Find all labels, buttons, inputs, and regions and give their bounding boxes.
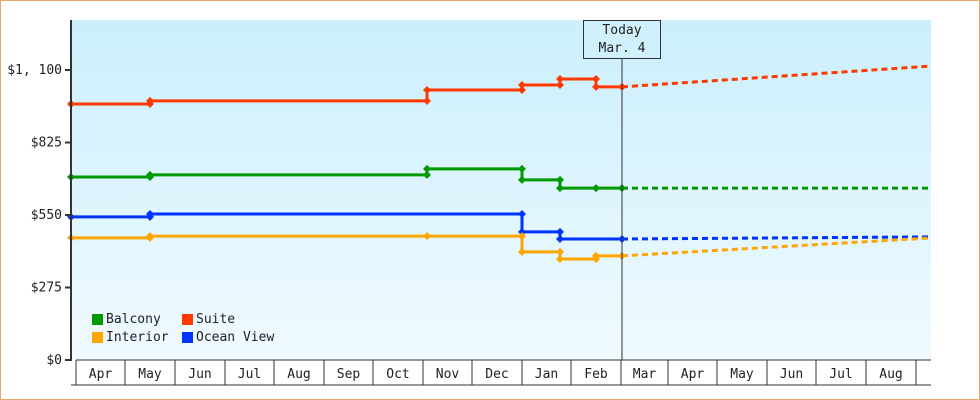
series-suite [67, 64, 932, 109]
y-tick-label: $0 [46, 353, 62, 368]
x-tick-label: Dec [485, 367, 508, 382]
today-date: Mar. 4 [598, 41, 646, 56]
x-tick-label: Jun [780, 367, 803, 382]
data-point-marker[interactable] [556, 247, 564, 256]
y-tick-label: $275 [31, 281, 62, 296]
x-tick-label: Oct [386, 367, 409, 382]
x-tick-label: Feb [584, 367, 608, 382]
y-tick-label: $550 [31, 208, 62, 223]
data-point-marker[interactable] [556, 227, 564, 236]
series-ocean-view [67, 209, 932, 243]
x-tick-label: Sep [337, 367, 361, 382]
suite-swatch-icon [182, 314, 193, 325]
x-tick-label: Jun [188, 367, 211, 382]
y-axis-ticks: $0 $275 $550 $825 $1, 100 [7, 63, 71, 368]
interior-swatch-icon [92, 332, 103, 343]
data-point-marker[interactable] [556, 184, 564, 193]
x-tick-label: Jul [238, 367, 261, 382]
plot-area [71, 20, 931, 360]
series-interior [67, 232, 932, 264]
data-point-marker[interactable] [556, 74, 564, 83]
x-tick-label: May [138, 367, 162, 382]
data-point-marker[interactable] [423, 232, 431, 241]
legend-item-balcony[interactable]: Balcony [92, 312, 182, 327]
legend-label: Suite [196, 312, 236, 327]
legend-item-ocean-view[interactable]: Ocean View [182, 330, 292, 345]
data-point-marker[interactable] [423, 86, 431, 95]
data-point-marker[interactable] [146, 232, 154, 241]
data-point-marker[interactable] [592, 251, 600, 260]
x-tick-label: May [730, 367, 754, 382]
x-tick-label: Jan [535, 367, 558, 382]
x-tick-label: Nov [436, 367, 460, 382]
y-tick-label: $825 [31, 136, 62, 151]
data-point-marker[interactable] [518, 232, 526, 241]
balcony-swatch-icon [92, 314, 103, 325]
data-point-marker[interactable] [518, 164, 526, 173]
data-point-marker[interactable] [146, 96, 154, 105]
data-point-marker[interactable] [556, 255, 564, 264]
legend-label: Interior [106, 330, 169, 345]
x-tick-label: Jul [829, 367, 852, 382]
legend-item-interior[interactable]: Interior [92, 330, 182, 345]
legend-label: Ocean View [196, 330, 275, 345]
series-layer [67, 64, 932, 264]
data-point-marker[interactable] [518, 227, 526, 236]
data-point-marker[interactable] [146, 170, 154, 179]
data-point-marker[interactable] [423, 96, 431, 105]
today-marker: Today Mar. 4 [583, 20, 661, 59]
legend-label: Balcony [106, 312, 161, 327]
data-point-marker[interactable] [423, 170, 431, 179]
x-tick-label: Mar [633, 367, 657, 382]
x-tick-label: Apr [89, 367, 113, 382]
data-point-marker[interactable] [556, 234, 564, 243]
data-point-marker[interactable] [592, 74, 600, 83]
series-balcony [67, 164, 931, 193]
legend: Balcony Suite Interior Ocean View [92, 312, 292, 345]
data-point-marker[interactable] [423, 164, 431, 173]
data-point-marker[interactable] [592, 184, 600, 193]
data-point-marker[interactable] [518, 209, 526, 218]
data-point-marker[interactable] [556, 175, 564, 184]
ocean-view-swatch-icon [182, 332, 193, 343]
data-point-marker[interactable] [592, 82, 600, 91]
x-tick-label: Apr [681, 367, 705, 382]
today-label: Today [602, 23, 642, 38]
data-point-marker[interactable] [518, 247, 526, 256]
data-point-marker[interactable] [556, 81, 564, 90]
data-point-marker[interactable] [518, 175, 526, 184]
data-point-marker[interactable] [518, 81, 526, 90]
x-tick-label: Aug [879, 367, 902, 382]
legend-item-suite[interactable]: Suite [182, 312, 292, 327]
y-tick-label: $1, 100 [7, 63, 62, 78]
x-axis-ticks: Apr May Jun Jul Aug Sep Oct Nov Dec Jan Feb Mar Apr M… [71, 359, 931, 386]
data-point-marker[interactable] [146, 209, 154, 218]
x-tick-label: Aug [287, 367, 310, 382]
data-point-marker[interactable] [518, 86, 526, 95]
